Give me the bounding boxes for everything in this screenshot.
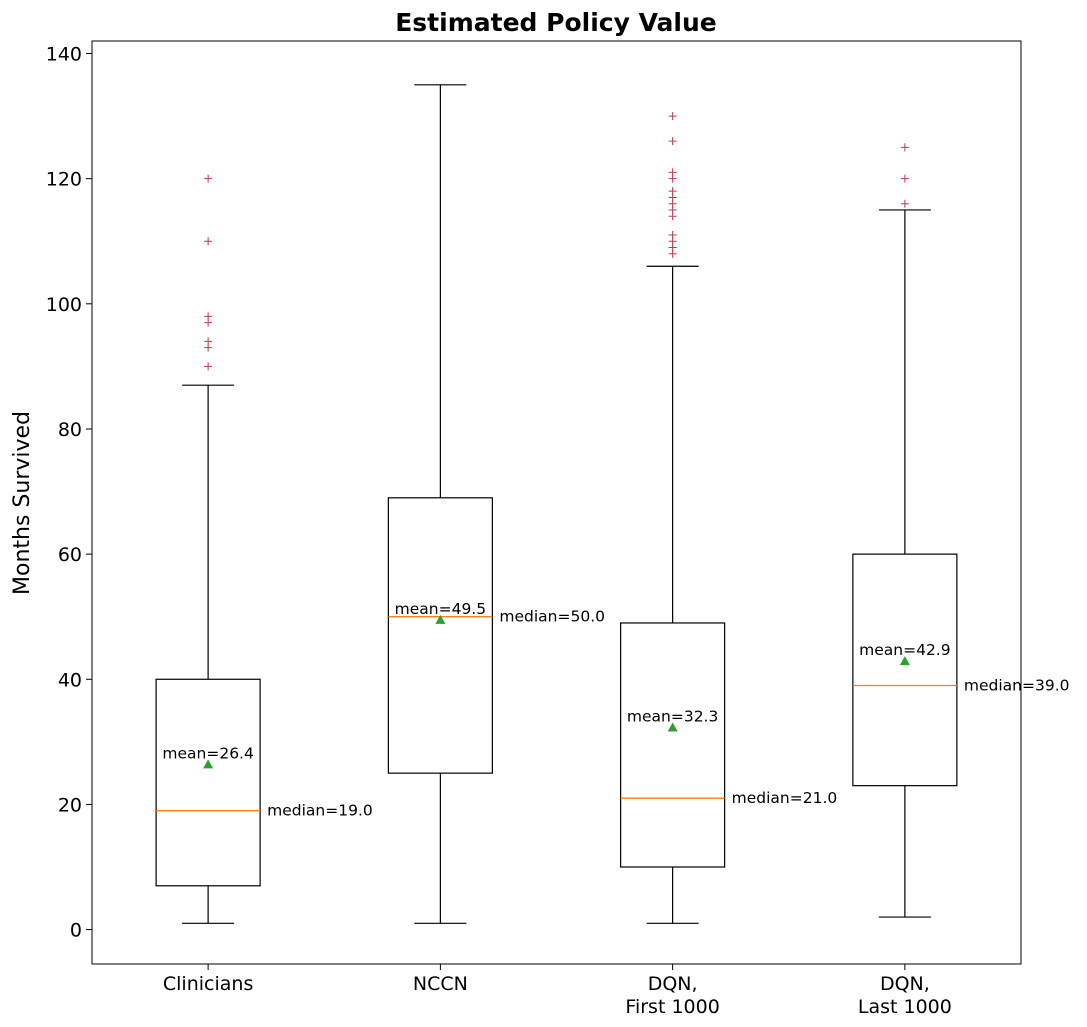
mean-marker [667,722,678,732]
box [620,622,726,868]
y-tick-label: 140 [46,44,82,66]
outlier-marker [204,362,213,371]
outlier-marker [900,174,909,183]
outlier-marker [900,199,909,208]
y-tick-label: 60 [58,544,82,566]
box [155,678,261,887]
plot-area: 0 20 40 60 80 100 120 140 Clinicians mean=26.4 med… [46,44,1070,1018]
median-annotation: median=21.0 [732,789,838,807]
outlier-marker [668,112,677,121]
box [387,497,493,774]
outlier-marker [668,230,677,239]
outlier-marker [668,168,677,177]
outlier-marker [668,187,677,196]
mean-marker [435,614,446,624]
x-tick-label: Clinicians [163,973,253,995]
x-tick-label: Last 1000 [858,996,952,1018]
outlier-marker [668,137,677,146]
outlier-marker [900,143,909,152]
y-tick-label: 80 [58,419,82,441]
outlier-marker [204,337,213,346]
box [852,553,958,787]
outlier-marker [204,174,213,183]
median-annotation: median=39.0 [964,677,1070,695]
mean-annotation: mean=49.5 [395,600,486,618]
x-tick-label: NCCN [413,973,468,995]
y-tick-label: 0 [70,920,82,942]
plot-frame [91,40,1022,965]
outlier-marker [204,312,213,321]
median-annotation: median=50.0 [499,608,605,626]
y-tick-label: 20 [58,794,82,816]
mean-marker [203,759,214,769]
outlier-marker [204,237,213,246]
y-tick-label: 120 [46,169,82,191]
mean-marker [899,656,910,666]
y-tick-label: 40 [58,669,82,691]
x-tick-label: DQN, [880,973,930,995]
median-annotation: median=19.0 [267,802,373,820]
mean-annotation: mean=26.4 [162,744,253,762]
mean-annotation: mean=42.9 [859,641,950,659]
y-tick-label: 100 [46,294,82,316]
x-tick-label: DQN, [648,973,698,995]
mean-annotation: mean=32.3 [627,707,718,725]
y-axis-label: Months Survived [10,411,35,595]
x-tick-label: First 1000 [625,996,719,1018]
chart-title: Estimated Policy Value [395,8,717,37]
